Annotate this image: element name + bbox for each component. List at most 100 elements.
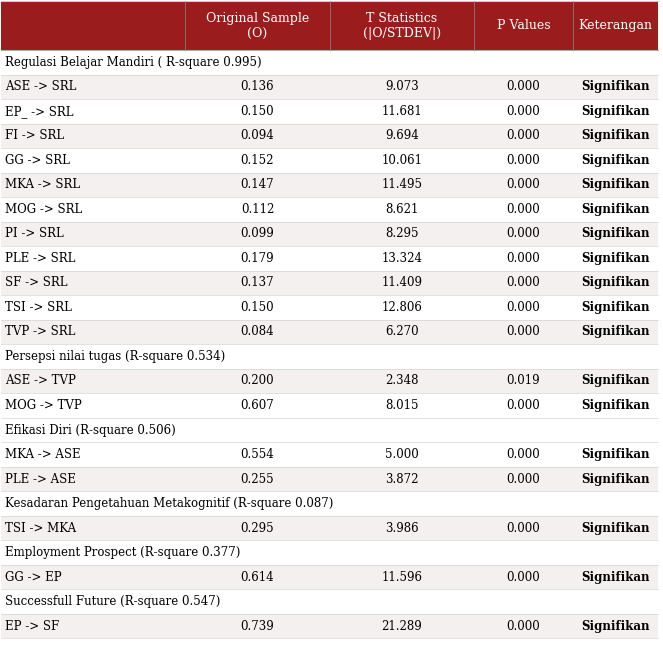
Text: 12.806: 12.806 [381, 301, 422, 314]
Text: 3.986: 3.986 [385, 522, 419, 535]
Text: Signifikan: Signifikan [581, 203, 650, 216]
FancyBboxPatch shape [1, 1, 658, 50]
Text: 0.147: 0.147 [241, 179, 274, 192]
Text: TSI -> MKA: TSI -> MKA [5, 522, 76, 535]
Text: MOG -> SRL: MOG -> SRL [5, 203, 82, 216]
Text: 10.061: 10.061 [381, 154, 422, 167]
Text: 6.270: 6.270 [385, 325, 419, 338]
Text: MKA -> SRL: MKA -> SRL [5, 179, 80, 192]
Text: TVP -> SRL: TVP -> SRL [5, 325, 75, 338]
FancyBboxPatch shape [1, 319, 658, 344]
Text: PI -> SRL: PI -> SRL [5, 228, 64, 241]
Text: 8.621: 8.621 [385, 203, 418, 216]
FancyBboxPatch shape [1, 418, 658, 442]
Text: 11.681: 11.681 [381, 105, 422, 118]
Text: 5.000: 5.000 [385, 448, 419, 461]
Text: Employment Prospect (R-square 0.377): Employment Prospect (R-square 0.377) [5, 546, 240, 559]
FancyBboxPatch shape [1, 295, 658, 319]
Text: ASE -> TVP: ASE -> TVP [5, 374, 76, 387]
Text: T Statistics
(|O/STDEV|): T Statistics (|O/STDEV|) [363, 12, 441, 40]
Text: 2.348: 2.348 [385, 374, 418, 387]
Text: EP_ -> SRL: EP_ -> SRL [5, 105, 73, 118]
FancyBboxPatch shape [1, 74, 658, 99]
FancyBboxPatch shape [1, 614, 658, 638]
Text: 0.000: 0.000 [507, 228, 540, 241]
FancyBboxPatch shape [1, 173, 658, 197]
Text: 0.200: 0.200 [241, 374, 274, 387]
Text: 0.019: 0.019 [507, 374, 540, 387]
Text: 0.000: 0.000 [507, 276, 540, 289]
Text: 0.607: 0.607 [241, 399, 274, 412]
Text: Signifikan: Signifikan [581, 228, 650, 241]
Text: Signifikan: Signifikan [581, 399, 650, 412]
Text: 11.596: 11.596 [381, 570, 422, 584]
Text: 3.872: 3.872 [385, 473, 418, 486]
Text: 0.000: 0.000 [507, 448, 540, 461]
Text: Signifikan: Signifikan [581, 80, 650, 93]
FancyBboxPatch shape [1, 442, 658, 467]
FancyBboxPatch shape [1, 589, 658, 614]
Text: 0.000: 0.000 [507, 570, 540, 584]
FancyBboxPatch shape [1, 124, 658, 148]
Text: 0.000: 0.000 [507, 522, 540, 535]
Text: 0.614: 0.614 [241, 570, 274, 584]
FancyBboxPatch shape [1, 565, 658, 589]
FancyBboxPatch shape [1, 344, 658, 369]
Text: 0.000: 0.000 [507, 252, 540, 265]
Text: 0.150: 0.150 [241, 105, 274, 118]
Text: 8.015: 8.015 [385, 399, 418, 412]
FancyBboxPatch shape [1, 467, 658, 492]
FancyBboxPatch shape [1, 222, 658, 246]
Text: 0.255: 0.255 [241, 473, 274, 486]
Text: Efikasi Diri (R-square 0.506): Efikasi Diri (R-square 0.506) [5, 424, 176, 436]
FancyBboxPatch shape [1, 50, 658, 74]
Text: Kesadaran Pengetahuan Metakognitif (R-square 0.087): Kesadaran Pengetahuan Metakognitif (R-sq… [5, 497, 333, 510]
Text: Keterangan: Keterangan [578, 20, 652, 32]
Text: MKA -> ASE: MKA -> ASE [5, 448, 80, 461]
Text: Signifikan: Signifikan [581, 473, 650, 486]
Text: Signifikan: Signifikan [581, 129, 650, 142]
Text: 0.179: 0.179 [241, 252, 274, 265]
Text: 0.000: 0.000 [507, 619, 540, 632]
Text: 21.289: 21.289 [381, 619, 422, 632]
Text: FI -> SRL: FI -> SRL [5, 129, 64, 142]
Text: EP -> SF: EP -> SF [5, 619, 59, 632]
Text: Signifikan: Signifikan [581, 570, 650, 584]
Text: Signifikan: Signifikan [581, 252, 650, 265]
Text: SF -> SRL: SF -> SRL [5, 276, 67, 289]
Text: 0.000: 0.000 [507, 399, 540, 412]
Text: 0.137: 0.137 [241, 276, 274, 289]
Text: Signifikan: Signifikan [581, 619, 650, 632]
Text: Signifikan: Signifikan [581, 276, 650, 289]
Text: Signifikan: Signifikan [581, 448, 650, 461]
Text: P Values: P Values [497, 20, 550, 32]
Text: Signifikan: Signifikan [581, 301, 650, 314]
Text: PLE -> ASE: PLE -> ASE [5, 473, 76, 486]
FancyBboxPatch shape [1, 246, 658, 271]
FancyBboxPatch shape [1, 393, 658, 418]
FancyBboxPatch shape [1, 148, 658, 173]
Text: Signifikan: Signifikan [581, 374, 650, 387]
Text: 0.099: 0.099 [241, 228, 274, 241]
Text: Signifikan: Signifikan [581, 154, 650, 167]
FancyBboxPatch shape [1, 99, 658, 124]
Text: 13.324: 13.324 [381, 252, 422, 265]
Text: 0.295: 0.295 [241, 522, 274, 535]
Text: 0.554: 0.554 [241, 448, 274, 461]
Text: 11.495: 11.495 [381, 179, 422, 192]
FancyBboxPatch shape [1, 492, 658, 516]
Text: 0.000: 0.000 [507, 179, 540, 192]
Text: Successfull Future (R-square 0.547): Successfull Future (R-square 0.547) [5, 595, 220, 608]
Text: Signifikan: Signifikan [581, 179, 650, 192]
Text: ASE -> SRL: ASE -> SRL [5, 80, 76, 93]
Text: GG -> EP: GG -> EP [5, 570, 61, 584]
FancyBboxPatch shape [1, 271, 658, 295]
Text: 0.000: 0.000 [507, 325, 540, 338]
Text: Regulasi Belajar Mandiri ( R-square 0.995): Regulasi Belajar Mandiri ( R-square 0.99… [5, 56, 261, 69]
Text: 0.094: 0.094 [241, 129, 274, 142]
FancyBboxPatch shape [1, 541, 658, 565]
Text: 0.152: 0.152 [241, 154, 274, 167]
Text: 0.000: 0.000 [507, 80, 540, 93]
Text: 0.000: 0.000 [507, 129, 540, 142]
Text: 9.694: 9.694 [385, 129, 419, 142]
